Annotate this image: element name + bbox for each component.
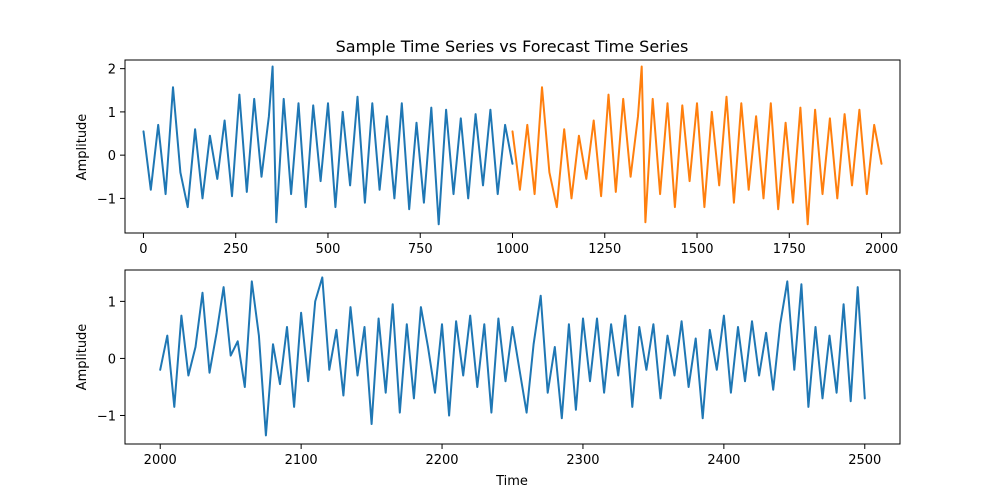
top-xtick-label: 1250 [588,242,621,257]
bottom-x-axis-label: Time [495,474,528,489]
top-xtick-label: 1000 [496,242,529,257]
bottom-xtick-label: 2200 [425,453,458,468]
bottom-ytick-label: 1 [108,295,116,310]
top-xtick-label: 500 [316,242,341,257]
bottom-y-axis-label: Amplitude [75,324,90,391]
bottom-xtick-label: 2100 [285,453,318,468]
bottom-xticks: 2000 2100 2200 2300 2400 2500 [144,444,881,468]
top-series-line-0 [142,65,514,226]
bottom-xtick-label: 2500 [848,453,881,468]
top-series-group [142,65,883,226]
bottom-ytick-label: 0 [108,352,116,367]
top-ytick-label: 0 [108,149,116,164]
bottom-axes-frame [124,269,901,445]
bottom-axes: 2000 2100 2200 2300 2400 2500 −101 Amplitude … [75,269,901,489]
top-ytick-label: 2 [108,63,116,78]
bottom-yticks: −1 0 1 [97,295,125,424]
bottom-ytick-label: −1 [97,409,116,424]
top-xtick-label: 0 [139,242,147,257]
top-yticks: −1 0 1 2 [97,63,125,207]
top-xtick-label: 750 [408,242,433,257]
top-y-axis-label: Amplitude [75,114,90,181]
top-ytick-label: −1 [97,192,116,207]
top-axes: 0 250 500 750 1000 1250 1500 1750 2000 −1 0 1 2 Amp… [75,59,901,257]
bottom-xtick-label: 2000 [144,453,177,468]
top-series-line-1 [511,65,883,226]
chart-title: Sample Time Series vs Forecast Time Seri… [336,37,689,56]
bottom-xtick-label: 2300 [566,453,599,468]
top-ytick-label: 1 [108,106,116,121]
top-xticks: 0 250 500 750 1000 1250 1500 1750 2000 [139,233,898,257]
bottom-series-group [159,276,866,437]
top-xtick-label: 1500 [680,242,713,257]
top-xtick-label: 2000 [865,242,898,257]
bottom-xtick-label: 2400 [707,453,740,468]
bottom-series-line-0 [159,276,866,437]
top-xtick-label: 250 [223,242,248,257]
top-xtick-label: 1750 [773,242,806,257]
